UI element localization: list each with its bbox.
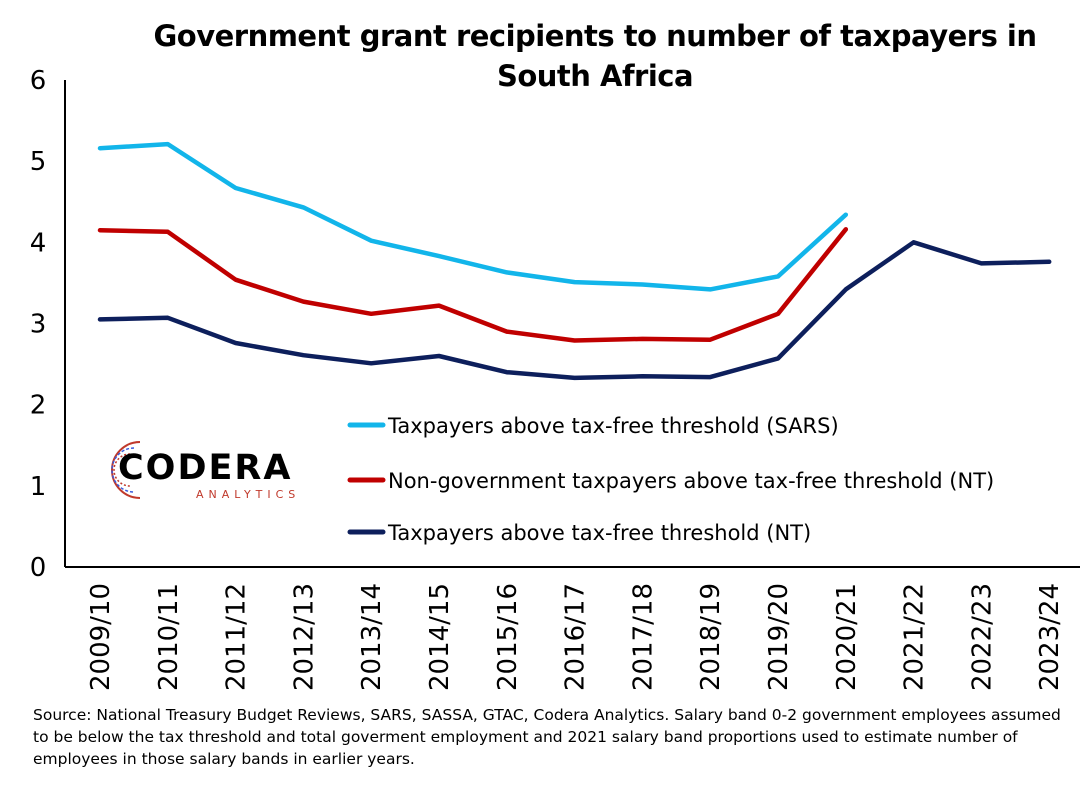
x-tick-label: 2009/10 [86,583,116,691]
x-tick-label: 2017/18 [628,583,658,691]
x-tick-label: 2011/12 [222,583,252,691]
x-tick-label: 2012/13 [289,583,319,691]
logo-name: CODERA [118,448,293,488]
logo-mark-icon [111,441,141,499]
legend-label: Taxpayers above tax-free threshold (NT) [387,521,811,545]
chart-title: Government grant recipients to number of… [153,19,1037,93]
y-tick-label: 0 [30,553,47,583]
y-tick-label: 1 [30,472,47,502]
logo-subtitle: ANALYTICS [196,488,301,501]
source-note: Source: National Treasury Budget Reviews… [33,706,1061,768]
x-tick-label: 2013/14 [357,583,387,691]
x-tick-label: 2010/11 [154,583,184,691]
x-axis-ticks: 2009/10 2010/11 2011/12 2012/13 2013/14 2014/… [86,583,1065,691]
series-line-3 [97,240,1052,381]
legend-label: Non-government taxpayers above tax-free … [388,469,994,493]
legend: Taxpayers above tax-free threshold (SARS… [347,414,994,545]
y-tick-label: 3 [30,310,47,340]
y-tick-label: 2 [30,391,47,421]
x-tick-label: 2021/22 [900,583,930,691]
x-tick-label: 2022/23 [967,583,997,691]
x-tick-label: 2023/24 [1035,583,1065,691]
series-line-1 [97,141,849,292]
x-tick-label: 2014/15 [425,583,455,691]
y-tick-label: 5 [30,147,47,177]
codera-logo: CODERA ANALYTICS [100,436,310,506]
y-tick-label: 6 [30,66,47,96]
x-tick-label: 2016/17 [561,583,591,691]
y-tick-label: 4 [30,228,47,258]
y-axis-ticks: 0 1 2 3 4 5 6 [30,66,47,583]
x-tick-label: 2015/16 [493,583,523,691]
legend-label: Taxpayers above tax-free threshold (SARS… [387,414,839,438]
x-tick-label: 2018/19 [696,583,726,691]
axes [64,80,1080,568]
series-line-2 [97,227,849,343]
x-tick-label: 2020/21 [832,583,862,691]
x-tick-label: 2019/20 [764,583,794,691]
series-lines [97,141,1052,381]
